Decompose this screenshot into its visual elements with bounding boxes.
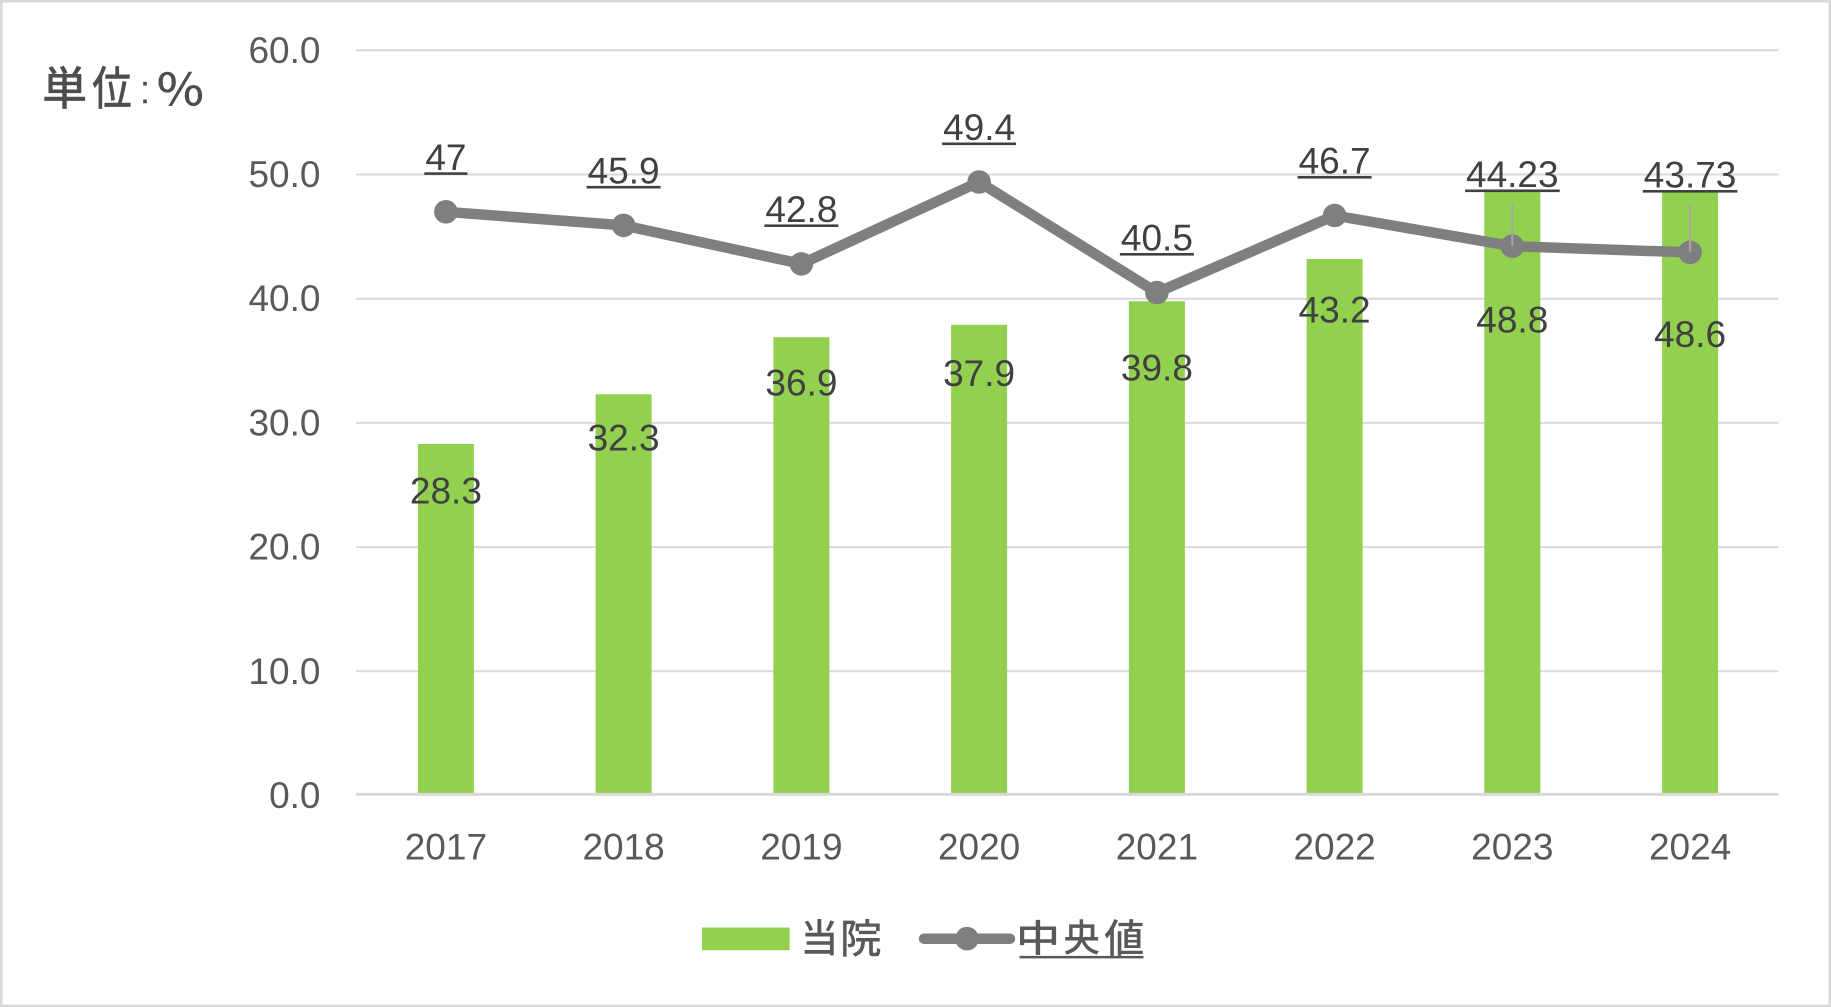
svg-text:47: 47 <box>425 137 466 178</box>
svg-text:2017: 2017 <box>405 826 487 867</box>
svg-text:37.9: 37.9 <box>943 353 1015 394</box>
svg-text:44.23: 44.23 <box>1466 154 1559 195</box>
svg-text:36.9: 36.9 <box>765 363 837 404</box>
svg-text:43.73: 43.73 <box>1644 155 1737 196</box>
svg-text:46.7: 46.7 <box>1299 141 1371 182</box>
svg-text:2020: 2020 <box>938 826 1020 867</box>
svg-text:40.5: 40.5 <box>1121 218 1193 259</box>
svg-text:2023: 2023 <box>1471 826 1553 867</box>
svg-text:20.0: 20.0 <box>248 527 320 568</box>
svg-text:2021: 2021 <box>1116 826 1198 867</box>
svg-text:0.0: 0.0 <box>269 775 320 816</box>
svg-text:39.8: 39.8 <box>1121 348 1193 389</box>
svg-text:45.9: 45.9 <box>588 150 660 191</box>
svg-text:50.0: 50.0 <box>248 154 320 195</box>
svg-text:2018: 2018 <box>582 826 664 867</box>
svg-text:32.3: 32.3 <box>588 418 660 459</box>
svg-text:48.8: 48.8 <box>1476 300 1548 341</box>
svg-text:10.0: 10.0 <box>248 651 320 692</box>
svg-text:40.0: 40.0 <box>248 278 320 319</box>
svg-text:2024: 2024 <box>1649 826 1731 867</box>
svg-text:60.0: 60.0 <box>248 30 320 71</box>
svg-text:42.8: 42.8 <box>765 189 837 230</box>
svg-text:2019: 2019 <box>760 826 842 867</box>
svg-text:30.0: 30.0 <box>248 402 320 443</box>
svg-text:49.4: 49.4 <box>943 107 1015 148</box>
svg-text:43.2: 43.2 <box>1299 289 1371 330</box>
svg-text:48.6: 48.6 <box>1654 314 1726 355</box>
svg-text:2022: 2022 <box>1293 826 1375 867</box>
svg-text:28.3: 28.3 <box>410 470 482 511</box>
